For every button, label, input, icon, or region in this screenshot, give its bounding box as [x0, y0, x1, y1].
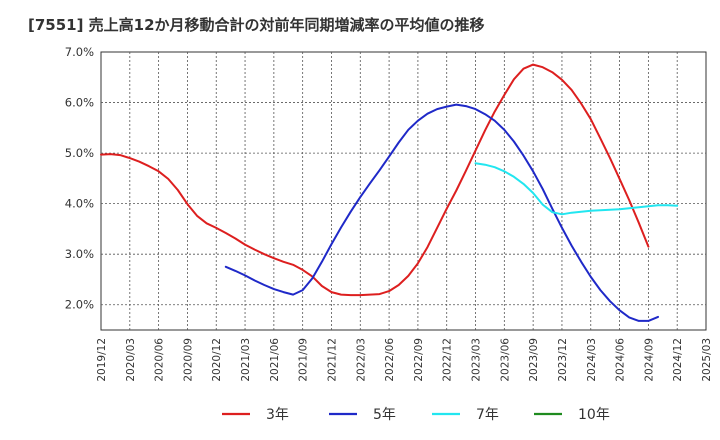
x-tick-label: 2020/12	[211, 338, 223, 382]
grid	[101, 52, 706, 330]
x-tick-label: 2021/12	[326, 338, 338, 382]
x-tick-label: 2024/12	[672, 338, 684, 382]
x-tick-label: 2023/12	[557, 338, 569, 382]
y-tick-label: 4.0%	[65, 197, 94, 211]
x-tick-label: 2021/03	[240, 338, 252, 382]
legend-label: 3年	[266, 407, 289, 423]
x-tick-label: 2021/06	[269, 338, 281, 382]
series-line-5年	[224, 103, 659, 322]
y-axis: 2.0% 3.0% 4.0% 5.0% 6.0% 7.0%	[65, 45, 94, 312]
x-tick-label: 2022/09	[413, 338, 425, 382]
chart-title: [7551] 売上高12か月移動合計の対前年同期増減率の平均値の推移	[28, 16, 485, 34]
legend-label: 7年	[476, 407, 499, 423]
y-tick-label: 7.0%	[65, 45, 94, 59]
x-tick-label: 2020/06	[154, 338, 166, 382]
x-tick-label: 2022/03	[355, 338, 367, 382]
legend: 3年 5年 7年 10年	[222, 407, 610, 423]
series-lines	[100, 63, 679, 322]
legend-label: 10年	[578, 407, 610, 423]
x-tick-label: 2024/09	[643, 338, 655, 382]
series-line-7年	[474, 162, 679, 216]
x-axis: 2019/12 2020/03 2020/06 2020/09 2020/12 2021/…	[96, 338, 713, 382]
x-tick-label: 2021/09	[298, 338, 310, 382]
y-tick-label: 6.0%	[65, 96, 94, 110]
x-tick-label: 2023/06	[499, 338, 511, 382]
series-line-3年	[100, 63, 650, 297]
x-tick-label: 2022/12	[442, 338, 454, 382]
x-tick-label: 2022/06	[384, 338, 396, 382]
y-tick-label: 2.0%	[65, 298, 94, 312]
x-tick-label: 2025/03	[701, 338, 713, 382]
x-tick-label: 2024/03	[586, 338, 598, 382]
x-tick-label: 2023/09	[528, 338, 540, 382]
x-tick-label: 2019/12	[96, 338, 108, 382]
legend-label: 5年	[373, 407, 396, 423]
y-tick-label: 3.0%	[65, 247, 94, 261]
y-tick-label: 5.0%	[65, 146, 94, 160]
plot-area	[100, 51, 707, 331]
x-tick-label: 2020/03	[125, 338, 137, 382]
x-tick-label: 2024/06	[615, 338, 627, 382]
x-tick-label: 2020/09	[182, 338, 194, 382]
x-tick-label: 2023/03	[471, 338, 483, 382]
